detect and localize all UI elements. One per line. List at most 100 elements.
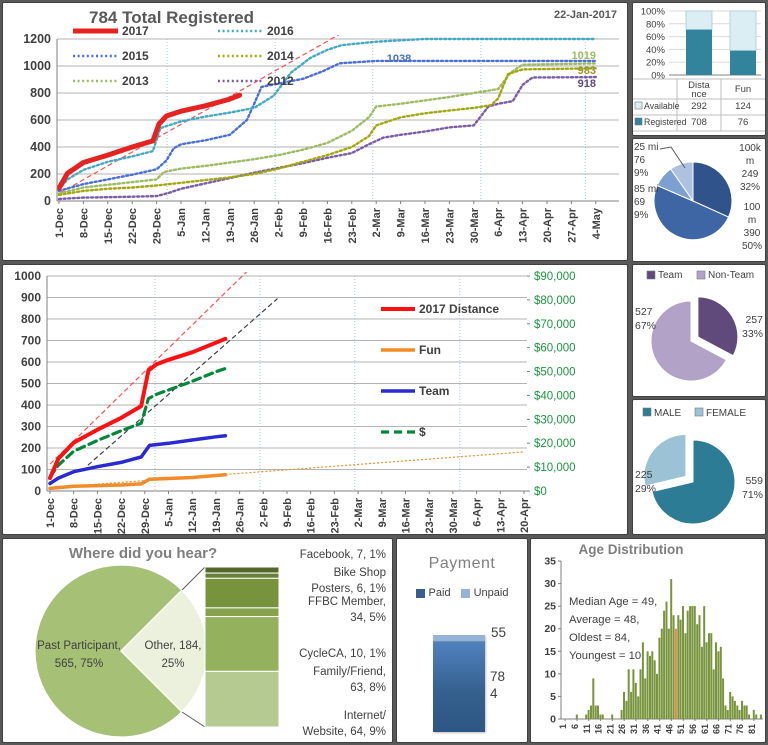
age-bar: [712, 669, 715, 719]
age-bar: [686, 610, 689, 719]
age-annotation: Oldest = 84,: [569, 632, 630, 644]
svg-text:Past Participant,: Past Participant,: [37, 640, 121, 652]
pie-label: m: [746, 156, 754, 167]
age-title: Age Distribution: [578, 542, 684, 557]
age-bar: [731, 696, 734, 719]
svg-text:16-Feb: 16-Feb: [306, 498, 318, 534]
legend-swatch-Unpaid: [460, 588, 470, 598]
age-bar: [717, 651, 720, 719]
svg-text:29-Dec: 29-Dec: [152, 208, 164, 244]
pie-slice-Team: [697, 296, 739, 357]
bar-label: CycleCA, 10, 1%: [299, 648, 386, 660]
series-2012: [57, 75, 597, 201]
svg-text:1200: 1200: [23, 32, 51, 46]
pie-label: 71%: [742, 489, 763, 501]
svg-text:21: 21: [605, 724, 615, 734]
age-bar: [696, 624, 699, 719]
pie-label: 85 mi: [634, 184, 658, 195]
svg-text:22-Dec: 22-Dec: [116, 498, 128, 534]
age-bar: [641, 642, 644, 719]
pie-label: 100k: [739, 143, 762, 154]
svg-text:2-Mar: 2-Mar: [371, 207, 383, 237]
bar-registered-Distance: [686, 29, 712, 75]
pie-label: 527: [635, 306, 653, 318]
age-bar: [590, 705, 592, 719]
age-bar: [682, 606, 684, 719]
svg-text:100: 100: [21, 463, 41, 477]
age-bar: [656, 673, 658, 719]
pie-label: 9%: [634, 168, 649, 179]
pie-label: 9%: [634, 210, 649, 221]
age-bar: [745, 705, 748, 719]
payment-legend-item-Paid: Paid: [415, 587, 451, 599]
svg-text:Other, 184,: Other, 184,: [145, 640, 202, 652]
legend-label-2013: 2013: [122, 74, 149, 88]
svg-text:200: 200: [21, 441, 41, 455]
svg-text:5-Jan: 5-Jan: [164, 498, 176, 527]
age-bar: [738, 710, 741, 719]
svg-text:31: 31: [629, 724, 639, 734]
payment-panel: Payment Paid Unpaid 55 784: [396, 538, 528, 743]
bar-registered-Fun: [730, 50, 756, 75]
svg-text:9-Mar: 9-Mar: [377, 497, 389, 527]
pie-label: 249: [742, 169, 759, 180]
svg-text:0: 0: [34, 484, 41, 498]
payment-bar: [433, 635, 485, 732]
svg-text:23-Mar: 23-Mar: [444, 207, 456, 243]
svg-text:0: 0: [44, 194, 51, 208]
svg-text:500: 500: [21, 377, 41, 391]
team-pie-chart: Team Non-Team 257 33% 527 67%: [635, 270, 763, 382]
age-bar: [587, 710, 590, 719]
gender-pie-chart: MALE FEMALE 559 71% 225 29%: [635, 407, 763, 525]
pie-label: 257: [745, 314, 763, 326]
hear-chart: Past Participant, 565, 75% Other, 184, 25% F…: [34, 549, 387, 738]
svg-text:2-Mar: 2-Mar: [353, 497, 365, 527]
svg-text:61: 61: [700, 724, 710, 734]
svg-text:$30,000: $30,000: [534, 414, 576, 426]
age-bar: [670, 579, 673, 719]
pie-slice-FEMALE: [643, 433, 687, 487]
svg-text:400: 400: [30, 140, 51, 154]
series-Team: [48, 433, 228, 486]
age-bar: [632, 669, 635, 719]
svg-text:9-Mar: 9-Mar: [396, 207, 408, 237]
series-Fun: [48, 472, 228, 491]
trendline: [49, 451, 525, 489]
age-bar: [637, 696, 640, 719]
svg-text:600: 600: [21, 355, 41, 369]
series-2014: [57, 67, 597, 197]
bar-segment-FFBC Member: [204, 577, 280, 609]
legend-label-2015: 2015: [122, 49, 149, 63]
svg-text:20-Apr: 20-Apr: [542, 207, 554, 243]
age-bar: [710, 633, 713, 719]
leader-line: [659, 146, 686, 169]
age-bar: [698, 615, 701, 719]
pie-label: 76: [634, 155, 646, 166]
payment-legend: Paid Unpaid: [397, 587, 527, 599]
legend-label-Fun: Fun: [419, 343, 441, 357]
pie-label: 559: [745, 475, 763, 487]
svg-text:9-Feb: 9-Feb: [298, 208, 310, 238]
svg-text:Available: Available: [644, 101, 680, 111]
svg-text:60%: 60%: [646, 32, 666, 43]
payment-unpaid-value: 55: [491, 625, 507, 640]
svg-text:27-Apr: 27-Apr: [566, 207, 578, 243]
svg-text:20: 20: [544, 623, 556, 635]
series-2013: [57, 62, 597, 195]
bar-label: Website, 64, 9%: [302, 726, 386, 738]
pie-label: 100: [744, 202, 761, 213]
series-2016: [57, 37, 597, 191]
age-annotation: Youngest = 10: [569, 650, 641, 662]
legend-label-2012: 2012: [267, 74, 294, 88]
svg-text:$40,000: $40,000: [534, 390, 576, 402]
svg-text:600: 600: [30, 113, 51, 127]
svg-text:13-Apr: 13-Apr: [518, 207, 530, 243]
bar-segment-Family/Friend: [204, 616, 280, 672]
svg-text:23-Feb: 23-Feb: [347, 208, 359, 244]
pie-label: 50%: [742, 241, 762, 252]
pie-slice-MALE: [651, 439, 736, 525]
callout-983: 983: [578, 65, 596, 77]
svg-text:13-Apr: 13-Apr: [495, 497, 507, 533]
